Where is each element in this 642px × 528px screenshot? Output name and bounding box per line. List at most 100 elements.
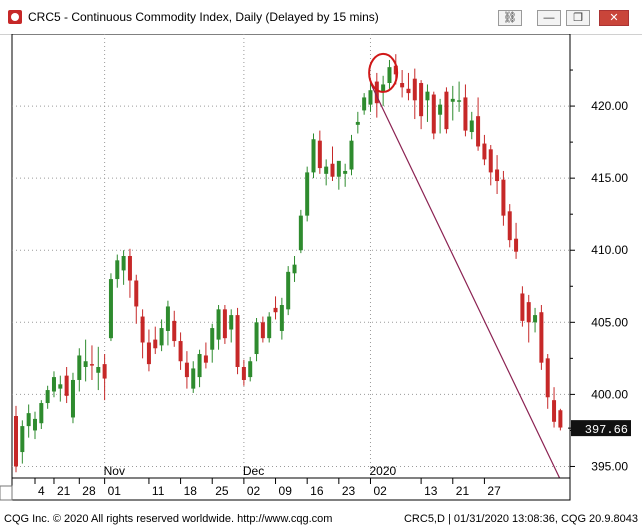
overlays: [368, 52, 571, 501]
candle-body: [298, 215, 303, 251]
candle-body: [115, 260, 120, 280]
x-tick-label: 23: [342, 484, 356, 498]
candlestick-chart: 395.00 400.00 405.00 410.00 415.00 420.00 397.…: [0, 34, 631, 501]
candle-body: [311, 139, 316, 173]
candle-body: [267, 316, 272, 339]
candle-body: [241, 367, 246, 380]
candle-body: [286, 271, 291, 310]
candle-body: [203, 355, 208, 363]
candle-body: [438, 104, 443, 115]
candle-body: [507, 211, 512, 241]
candle-body: [393, 65, 398, 75]
quote-timestamp: CRC5,D | 01/31/2020 13:08:36, CQG 20.9.8…: [403, 513, 638, 525]
candle-body: [14, 416, 18, 467]
copyright-text: CQG Inc. © 2020 All rights reserved worl…: [4, 513, 333, 525]
x-tick-label: 09: [279, 484, 293, 498]
candle-body: [514, 238, 519, 252]
candle-body: [172, 320, 177, 342]
candle-body: [229, 315, 234, 330]
candle-body: [526, 302, 531, 323]
candle-body: [476, 116, 481, 147]
candle-body: [355, 121, 360, 125]
candle-body: [197, 354, 202, 378]
candle-body: [444, 91, 449, 130]
candle-body: [463, 97, 468, 131]
candle-body: [419, 83, 424, 117]
month-label: Dec: [243, 464, 264, 478]
candle-body: [184, 362, 189, 378]
candles: [14, 54, 563, 473]
candle-body: [406, 88, 411, 94]
candle-body: [349, 140, 354, 170]
candle-body: [26, 413, 31, 427]
month-label: 2020: [369, 464, 396, 478]
candle-body: [64, 375, 69, 396]
candle-body: [216, 309, 221, 340]
x-tick-label: 25: [215, 484, 229, 498]
candle-body: [178, 341, 183, 362]
candle-body: [159, 328, 164, 346]
candle-body: [539, 312, 544, 363]
candle-body: [400, 83, 405, 88]
x-tick-label: 21: [456, 484, 470, 498]
footer: CQG Inc. © 2020 All rights reserved worl…: [0, 510, 642, 528]
x-tick-label: 27: [487, 484, 501, 498]
y-tick-label: 420.00: [591, 99, 628, 113]
candle-body: [102, 364, 107, 379]
candle-body: [482, 143, 487, 160]
minimize-button[interactable]: —: [537, 10, 561, 26]
candle-body: [165, 306, 170, 331]
candle-body: [121, 256, 126, 271]
candle-body: [292, 264, 297, 274]
candle-body: [140, 316, 145, 343]
y-tick-label: 415.00: [591, 171, 628, 185]
candle-body: [222, 309, 227, 339]
link-icon[interactable]: ⛓: [498, 10, 522, 26]
y-tick-label: 410.00: [591, 243, 628, 257]
candle-body: [260, 322, 265, 339]
candle-body: [108, 279, 113, 339]
candle-body: [58, 384, 63, 389]
candle-body: [146, 342, 151, 365]
x-axis-corner: [0, 485, 13, 501]
candle-body: [39, 403, 44, 424]
y-axis: 395.00 400.00 405.00 410.00 415.00 420.00 397.…: [568, 69, 631, 473]
candle-body: [32, 418, 37, 431]
x-tick-label: 02: [247, 484, 261, 498]
candle-body: [191, 368, 196, 389]
restore-button[interactable]: ❐: [566, 10, 590, 26]
x-tick-label: 01: [108, 484, 122, 498]
candle-body: [457, 100, 462, 102]
candle-body: [362, 97, 367, 111]
x-tick-label: 28: [82, 484, 96, 498]
candle-body: [96, 367, 101, 373]
month-label: Nov: [104, 464, 125, 478]
candle-body: [273, 307, 278, 313]
window-titlebar: CRC5 - Continuous Commodity Index, Daily…: [0, 0, 642, 35]
candle-body: [387, 67, 392, 84]
highlight-circle: [368, 52, 399, 93]
candle-body: [450, 98, 455, 102]
candle-body: [51, 377, 56, 392]
candle-body: [381, 84, 386, 92]
candle-body: [374, 81, 379, 104]
trend-line: [369, 82, 571, 501]
candle-body: [501, 179, 506, 216]
candle-body: [45, 390, 50, 404]
x-tick-label: 16: [310, 484, 324, 498]
close-button[interactable]: ✕: [599, 10, 629, 26]
plot-area: [11, 34, 571, 479]
candle-body: [89, 364, 94, 366]
candle-body: [248, 361, 253, 378]
x-tick-label: 18: [184, 484, 198, 498]
candle-body: [368, 90, 373, 105]
last-price-box: [571, 420, 631, 437]
candle-body: [469, 120, 474, 133]
candle-body: [279, 305, 284, 331]
candle-body: [545, 358, 550, 398]
candle-body: [552, 400, 557, 422]
window-title: CRC5 - Continuous Commodity Index, Daily…: [28, 10, 379, 24]
candle-body: [254, 322, 259, 355]
x-tick-label: 02: [373, 484, 387, 498]
x-tick-label: 13: [424, 484, 438, 498]
